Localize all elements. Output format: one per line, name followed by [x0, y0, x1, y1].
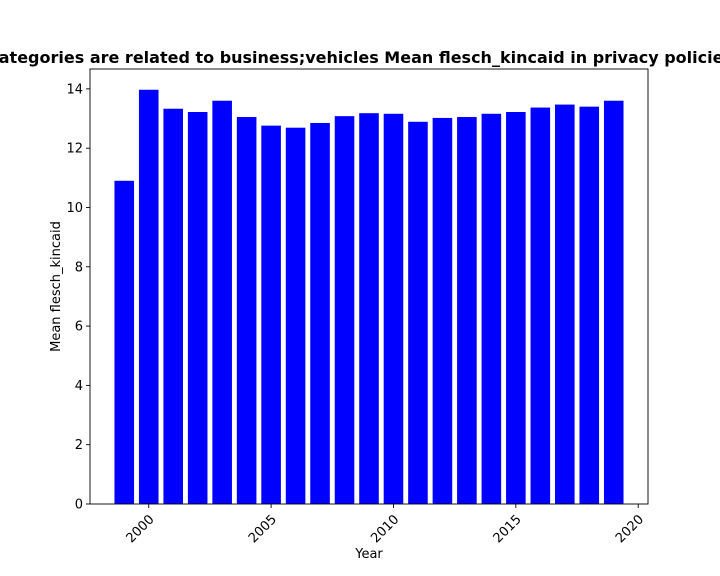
bar-2007	[310, 122, 330, 504]
bar-2014	[481, 113, 502, 504]
bar-2003	[212, 100, 232, 504]
y-tick-label: 10	[66, 201, 83, 216]
bar-2015	[506, 111, 526, 504]
y-tick-label: 2	[75, 438, 83, 453]
y-tick-label: 14	[66, 82, 83, 97]
bar-2011	[408, 121, 428, 504]
y-tick-label: 0	[75, 498, 83, 513]
x-tick-label: 2000	[124, 512, 158, 546]
y-tick-label: 6	[75, 320, 83, 335]
y-tick-label: 12	[66, 142, 83, 157]
bar-2019	[603, 100, 624, 504]
y-axis-ticks: 0 2 4 6 8 10 12 14	[66, 82, 90, 513]
bar-2002	[187, 111, 208, 504]
y-tick-label: 4	[75, 379, 83, 394]
bar-2006	[285, 127, 306, 504]
bar-2016	[530, 107, 551, 504]
bar-2009	[359, 113, 379, 504]
y-tick-label: 8	[75, 260, 83, 275]
x-tick-label: 2005	[246, 512, 280, 546]
bars-group	[114, 89, 624, 505]
x-tick-label: 2010	[368, 512, 402, 546]
y-axis-label: Mean flesch_kincaid	[49, 221, 64, 352]
x-axis-label: Year	[354, 547, 383, 562]
chart-title: Categories are related to business;vehic…	[0, 48, 720, 67]
bar-2017	[555, 104, 575, 504]
bar-2008	[334, 116, 355, 504]
bar-1999	[114, 180, 135, 504]
bar-2001	[163, 108, 183, 504]
bar-2012	[432, 117, 453, 504]
x-tick-label: 2015	[491, 512, 525, 546]
x-axis-ticks: 2000 2005 2010 2015 2020	[124, 504, 647, 546]
bar-2010	[383, 113, 404, 504]
bar-2005	[261, 125, 281, 505]
bar-2004	[236, 117, 257, 505]
bar-2000	[138, 89, 159, 504]
bar-2013	[457, 117, 477, 505]
plot-frame	[89, 68, 649, 505]
bar-2018	[579, 106, 600, 505]
x-tick-label: 2020	[613, 512, 647, 546]
